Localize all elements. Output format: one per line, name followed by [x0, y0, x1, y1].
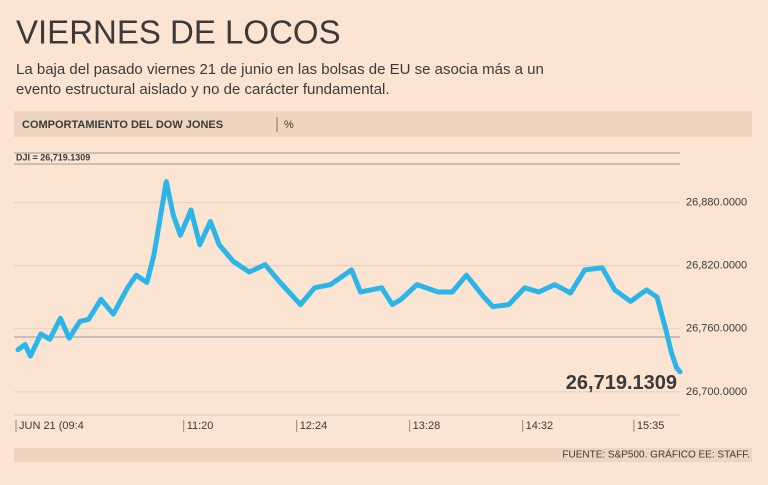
y-tick-label: 26,700.0000: [686, 386, 747, 398]
source-band: [14, 448, 752, 462]
x-tick-label: JUN 21 (09:4: [19, 420, 84, 432]
subtitle-line: La baja del pasado viernes 21 de junio e…: [16, 61, 544, 78]
section-band: [14, 111, 752, 137]
last-value-label: 26,719.1309: [566, 372, 677, 394]
x-tick-label: 12:24: [300, 420, 328, 432]
y-tick-label: 26,880.0000: [686, 197, 747, 209]
subtitle: La baja del pasado viernes 21 de junio e…: [16, 61, 544, 98]
subtitle-line: evento estructural aislado y no de carác…: [16, 81, 390, 98]
x-tick-label: 14:32: [526, 420, 554, 432]
price-line: [15, 179, 683, 375]
unit: %: [284, 119, 294, 131]
x-tick-label: 13:28: [413, 420, 441, 432]
chart-title: VIERNES DE LOCOS: [16, 14, 341, 51]
indicator: DJI = 26,719.1309: [16, 152, 90, 162]
y-tick-label: 26,760.0000: [686, 323, 747, 335]
y-tick-label: 26,820.0000: [686, 260, 747, 272]
section-title: COMPORTAMIENTO DEL DOW JONES: [22, 119, 223, 131]
x-tick-label: 11:20: [187, 420, 214, 432]
source: FUENTE: S&P500. GRÁFICO EE: STAFF.: [562, 448, 750, 461]
x-tick-label: 15:35: [637, 420, 665, 432]
